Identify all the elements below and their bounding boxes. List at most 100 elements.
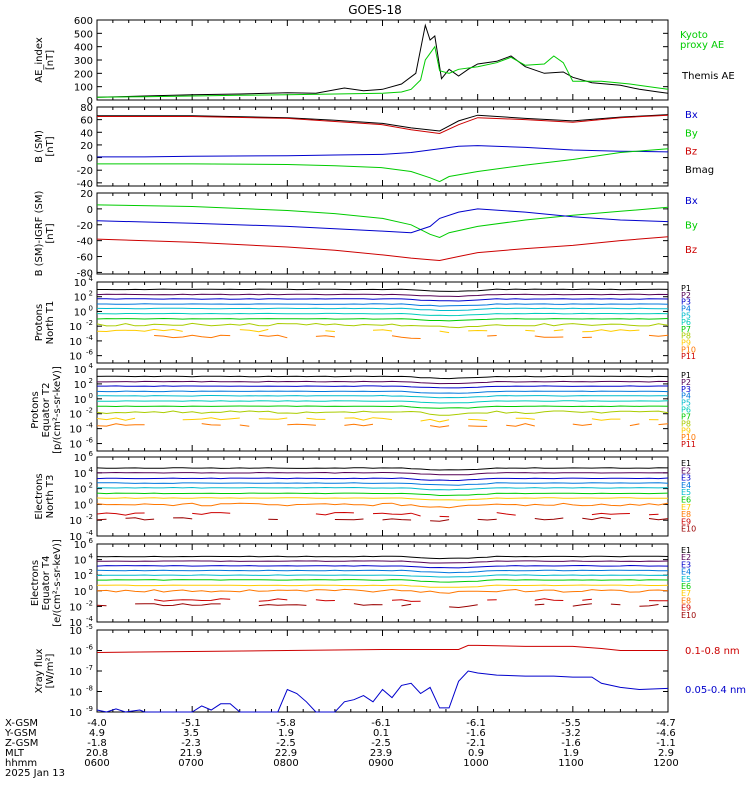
y-tick-label: 10 — [74, 587, 87, 598]
legend-label: E4 — [681, 568, 691, 577]
y-tick-label: 10 — [74, 485, 87, 496]
y-tick-label: 10 — [69, 618, 82, 629]
series-line — [96, 322, 669, 329]
y-tick-label: 10 — [69, 602, 82, 613]
y-tick-label: -20 — [77, 221, 93, 232]
series-line — [96, 208, 669, 234]
ephemeris-value: 1.9 — [278, 728, 294, 739]
y-tick-label: 0 — [87, 96, 93, 107]
series-line — [96, 560, 669, 564]
series-line — [96, 23, 669, 98]
legend-label: P2 — [681, 291, 691, 300]
legend-label: E6 — [681, 496, 691, 505]
y-axis-label-line: [W/m²] — [45, 653, 56, 688]
legend-label: P10 — [681, 433, 696, 442]
series-line — [96, 555, 669, 560]
series-line — [96, 375, 669, 380]
y-tick-exponent: 4 — [89, 362, 94, 370]
series-line — [96, 467, 669, 471]
y-axis-label-line: [e/(cm²-s-sr-keV)] — [52, 539, 63, 627]
legend-label: P7 — [681, 412, 691, 421]
series-line — [96, 394, 669, 399]
panel-frame — [96, 192, 669, 275]
y-tick-label: 10 — [74, 307, 87, 318]
ephemeris-value: 20.8 — [86, 748, 108, 759]
ephemeris-value: -6.1 — [371, 718, 391, 729]
y-tick-label: 10 — [74, 556, 87, 567]
y-tick-exponent: 2 — [89, 290, 93, 298]
ephemeris-value: -5.1 — [181, 718, 201, 729]
series-line — [97, 148, 669, 183]
series-line — [96, 486, 669, 491]
legend-label: E4 — [681, 481, 691, 490]
ephemeris-value: 0600 — [84, 758, 109, 769]
y-tick-label: 10 — [69, 532, 82, 543]
series-line — [96, 564, 669, 569]
series-line — [96, 497, 668, 501]
panel-ae: 0 100 200 300 400 500 600 AE_index [nT] Kyotoprox… — [34, 16, 735, 107]
legend-label: E7 — [681, 503, 691, 512]
legend-label: P2 — [681, 378, 691, 387]
y-tick-label: -40 — [77, 179, 93, 190]
panel-frame — [96, 629, 669, 713]
ephemeris-value: 0900 — [368, 758, 393, 769]
series-line — [97, 288, 669, 292]
ephemeris-value: -2.5 — [371, 738, 391, 749]
y-tick-exponent: 4 — [89, 553, 94, 561]
y-tick-label: 100 — [74, 83, 93, 94]
legend-label: P3 — [681, 298, 691, 307]
y-axis-label: B (SM)-IGRF (SM) [nT] — [34, 191, 56, 277]
y-axis-label: Protons North T1 — [34, 301, 56, 345]
y-tick-label: -80 — [77, 268, 93, 279]
y-axis-label-line: [nT] — [45, 136, 56, 156]
legend-label: P10 — [681, 345, 696, 354]
y-tick-label: 10 — [74, 293, 87, 304]
series-line — [96, 307, 669, 311]
ephemeris-value: -5.5 — [561, 718, 581, 729]
ephemeris-value: -4.6 — [656, 728, 676, 739]
series-line — [96, 390, 669, 394]
legend-label: E5 — [681, 575, 691, 584]
ephemeris-value: 0700 — [178, 758, 203, 769]
series-line — [96, 328, 640, 334]
legend-label: By — [685, 128, 698, 139]
series-line — [96, 45, 669, 98]
ephemeris-value: 23.9 — [370, 748, 392, 759]
series-line — [96, 410, 669, 416]
y-tick-exponent: -2 — [86, 513, 93, 521]
legend-label: P1 — [681, 284, 691, 293]
y-tick-label: 10 — [74, 469, 87, 480]
ephemeris-value: 21.9 — [180, 748, 202, 759]
y-tick-exponent: -2 — [86, 599, 93, 607]
y-tick-exponent: 0 — [89, 584, 93, 592]
series-line — [97, 405, 669, 409]
y-tick-label: 10 — [69, 337, 82, 348]
y-axis-label-line: Equator T2 — [41, 383, 52, 438]
series-line — [96, 423, 669, 428]
legend-label: E3 — [681, 474, 691, 483]
series-line — [96, 236, 669, 262]
y-axis-label: Electrons Equator T4 [e/(cm²-s-sr-keV)] — [30, 539, 63, 627]
y-axis-label-line: Equator T4 — [41, 556, 52, 611]
ephemeris-value: -6.1 — [466, 718, 486, 729]
y-tick-label: 10 — [74, 380, 87, 391]
legend-label: P3 — [681, 385, 691, 394]
y-axis-label: Electrons North T3 — [34, 473, 56, 519]
series-line — [96, 477, 669, 482]
y-tick-exponent: 4 — [89, 275, 94, 283]
y-tick-exponent: 2 — [89, 377, 93, 385]
y-tick-label: 500 — [74, 29, 93, 40]
legend-label: E1 — [681, 459, 691, 468]
y-tick-label: 20 — [80, 141, 93, 152]
series-line — [96, 603, 659, 609]
series-line — [96, 204, 669, 239]
ephemeris-value: -1.1 — [656, 738, 676, 749]
y-tick-exponent: -6 — [86, 644, 94, 652]
legend-label: Kyoto — [680, 30, 708, 41]
